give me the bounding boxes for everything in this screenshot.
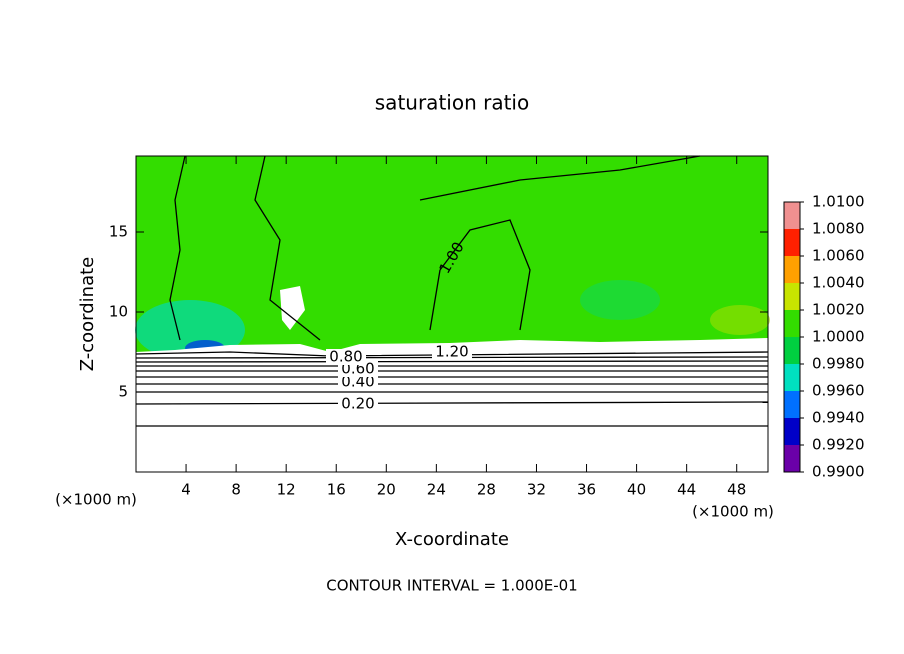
contour-label: 1.20 [435,343,468,361]
plot-frame [135,155,769,473]
contour-line [429,269,441,331]
field-patch [580,280,660,320]
colorbar-tick-label: 1.0020 [812,301,865,319]
contour-label-bg [338,374,378,390]
colorbar-bin [784,391,800,418]
x-tick-label: 20 [377,481,396,499]
colorbar-bin [784,202,800,229]
footnote: CONTOUR INTERVAL = 1.000E-01 [326,577,577,595]
field-gap [280,286,305,330]
y-tick-label: 15 [109,223,128,241]
colorbar-tick-label: 1.0000 [812,328,865,346]
x-tick-label: 36 [577,481,596,499]
contour-line [135,351,769,357]
contour-line [254,155,321,341]
colorbar-tick-label: 0.9980 [812,355,865,373]
colorbar-tick-label: 0.9920 [812,436,865,454]
x-tick-label: 28 [477,481,496,499]
x-tick-label: 44 [677,481,696,499]
colorbar-bin [784,229,800,256]
colorbar-tick-label: 0.9940 [812,409,865,427]
y-unit-label: (×1000 m) [55,491,137,509]
colorbar-tick-label: 1.0080 [812,220,865,238]
x-unit-label: (×1000 m) [692,503,774,521]
contour-label: 0.20 [341,395,374,413]
y-tick-label: 10 [109,303,128,321]
y-axis-label: Z-coordinate [77,257,98,372]
x-axis-label: X-coordinate [395,529,509,550]
chart-title: saturation ratio [375,91,529,115]
x-tick-label: 32 [527,481,546,499]
colorbar-bin [784,418,800,445]
colorbar-tick-label: 1.0060 [812,247,865,265]
colorbar-tick-label: 1.0040 [812,274,865,292]
field-patch [710,305,770,335]
contour-line [135,360,769,363]
contour-label-bg [432,344,472,360]
contour-label-bg [338,396,378,412]
x-tick-label: 24 [427,481,446,499]
contour-line [169,155,186,341]
x-tick-label: 16 [327,481,346,499]
x-tick-label: 48 [727,481,746,499]
x-tick-label: 8 [231,481,241,499]
colorbar-bin [784,256,800,283]
contour-label: 0.80 [329,348,362,366]
colorbar-bin [784,364,800,391]
colorbar-bin [784,445,800,472]
contour-line [439,219,531,331]
colorbar-bin [784,337,800,364]
y-tick-label: 5 [118,383,128,401]
colorbar-tick-label: 0.9900 [812,463,865,481]
colorbar-bin [784,283,800,310]
colorbar-tick-label: 1.0100 [812,193,865,211]
field [135,155,770,472]
contour-line [419,155,701,201]
x-tick-label: 12 [277,481,296,499]
colorbar-bin [784,310,800,337]
contour-label-bg [326,349,366,365]
x-tick-label: 4 [181,481,191,499]
colorbar-tick-label: 0.9960 [812,382,865,400]
contour-line [135,401,769,405]
x-tick-label: 40 [627,481,646,499]
